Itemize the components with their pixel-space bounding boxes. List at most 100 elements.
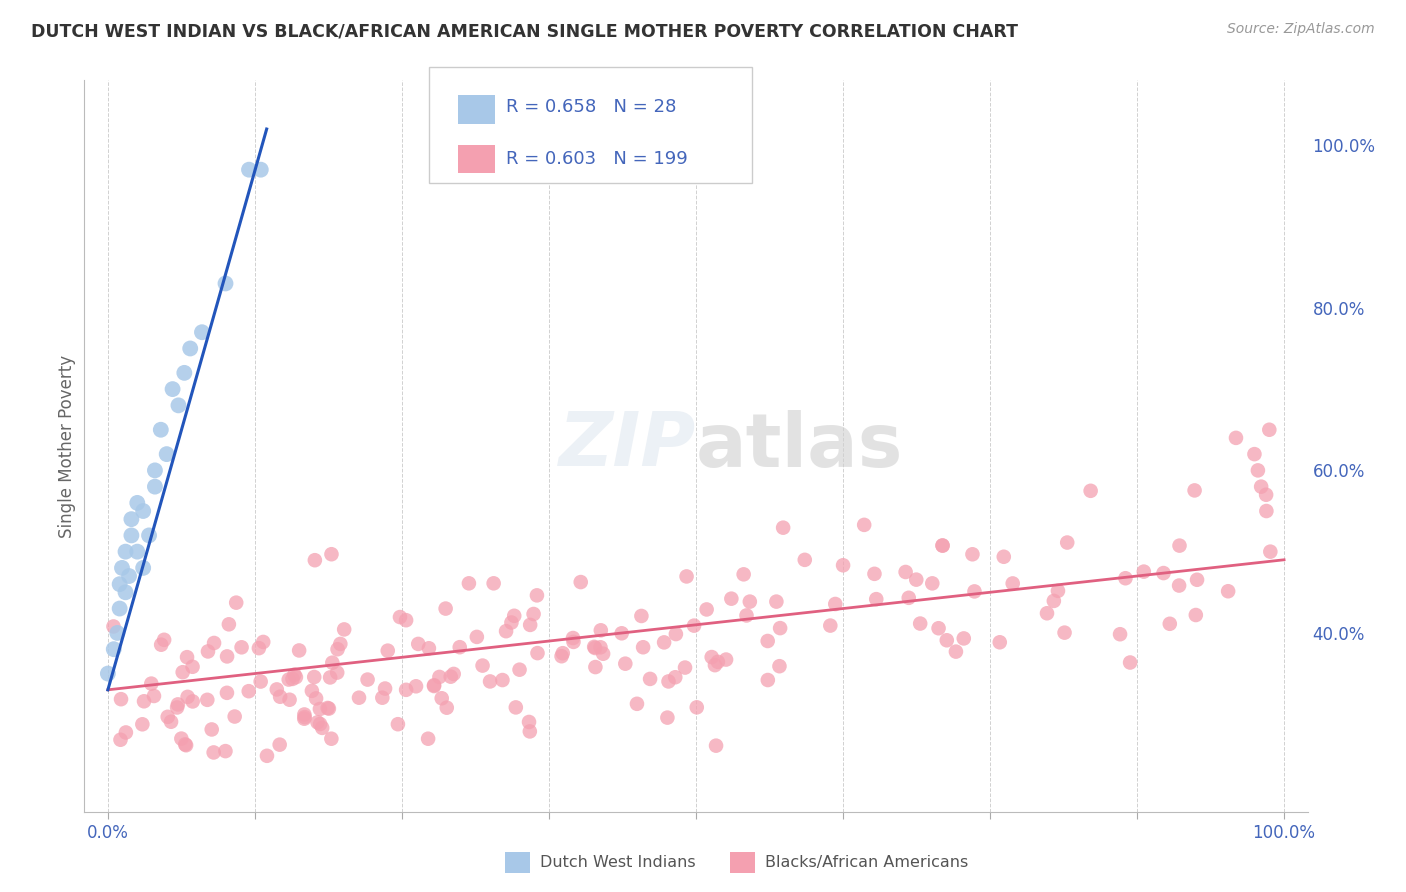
- Point: [569, 575, 592, 590]
- Point: [1243, 447, 1265, 461]
- Point: [305, 691, 328, 706]
- Point: [1256, 504, 1278, 518]
- Point: [935, 633, 957, 648]
- Point: [143, 480, 166, 494]
- Point: [894, 565, 917, 579]
- Point: [202, 636, 225, 650]
- Point: [326, 665, 349, 680]
- Point: [292, 707, 315, 722]
- Point: [665, 627, 688, 641]
- Point: [195, 693, 218, 707]
- Point: [1109, 627, 1132, 641]
- Point: [256, 748, 278, 763]
- Point: [675, 569, 697, 583]
- Point: [197, 644, 219, 658]
- Point: [824, 597, 846, 611]
- Point: [583, 640, 606, 654]
- Point: [249, 162, 271, 177]
- Point: [309, 717, 332, 731]
- Text: R = 0.603   N = 199: R = 0.603 N = 199: [506, 150, 688, 168]
- Point: [173, 366, 195, 380]
- Point: [108, 601, 131, 615]
- Point: [238, 162, 260, 177]
- Point: [316, 701, 339, 715]
- Point: [371, 690, 394, 705]
- Point: [908, 616, 931, 631]
- Point: [156, 447, 179, 461]
- Point: [418, 641, 440, 656]
- Point: [132, 694, 155, 708]
- Point: [395, 682, 418, 697]
- Point: [277, 673, 299, 687]
- Point: [440, 670, 463, 684]
- Point: [247, 641, 270, 656]
- Point: [1053, 625, 1076, 640]
- Point: [1184, 483, 1206, 498]
- Point: [374, 681, 396, 696]
- Point: [449, 640, 471, 655]
- Point: [434, 601, 457, 615]
- Point: [333, 623, 356, 637]
- Point: [217, 649, 239, 664]
- Point: [863, 566, 886, 581]
- Point: [388, 610, 411, 624]
- Point: [318, 701, 340, 715]
- Point: [238, 684, 260, 698]
- Point: [307, 715, 329, 730]
- Point: [1159, 616, 1181, 631]
- Point: [105, 626, 128, 640]
- Point: [550, 649, 572, 664]
- Text: R = 0.658   N = 28: R = 0.658 N = 28: [506, 98, 676, 116]
- Point: [700, 650, 723, 665]
- Point: [356, 673, 378, 687]
- Point: [962, 547, 984, 561]
- Point: [131, 717, 153, 731]
- Point: [294, 710, 316, 724]
- Point: [97, 666, 120, 681]
- Point: [143, 463, 166, 477]
- Point: [395, 613, 418, 627]
- Point: [115, 725, 138, 739]
- Point: [111, 561, 134, 575]
- Point: [495, 624, 517, 639]
- Point: [703, 658, 725, 673]
- Point: [793, 553, 815, 567]
- Point: [921, 576, 943, 591]
- Point: [683, 618, 706, 632]
- Point: [714, 652, 737, 666]
- Point: [503, 608, 526, 623]
- Point: [1043, 594, 1066, 608]
- Point: [765, 594, 787, 608]
- Point: [519, 724, 541, 739]
- Point: [214, 744, 236, 758]
- Point: [281, 672, 304, 686]
- Point: [1114, 571, 1136, 585]
- Text: atlas: atlas: [696, 409, 903, 483]
- Point: [103, 619, 125, 633]
- Point: [103, 642, 125, 657]
- Text: Dutch West Indians: Dutch West Indians: [540, 855, 696, 870]
- Y-axis label: Single Mother Poverty: Single Mother Poverty: [58, 354, 76, 538]
- Point: [231, 640, 253, 655]
- Point: [769, 621, 792, 635]
- Point: [127, 496, 149, 510]
- Point: [928, 621, 950, 635]
- Point: [905, 573, 928, 587]
- Point: [167, 698, 190, 712]
- Point: [114, 585, 136, 599]
- Point: [704, 739, 727, 753]
- Point: [1168, 578, 1191, 592]
- Text: Blacks/African Americans: Blacks/African Americans: [765, 855, 969, 870]
- Point: [1001, 576, 1024, 591]
- Point: [733, 567, 755, 582]
- Point: [321, 547, 343, 561]
- Point: [993, 549, 1015, 564]
- Point: [1247, 463, 1270, 477]
- Point: [482, 576, 505, 591]
- Point: [772, 521, 794, 535]
- Point: [321, 656, 343, 670]
- Point: [167, 398, 190, 412]
- Point: [756, 634, 779, 648]
- Point: [218, 617, 240, 632]
- Point: [172, 665, 194, 680]
